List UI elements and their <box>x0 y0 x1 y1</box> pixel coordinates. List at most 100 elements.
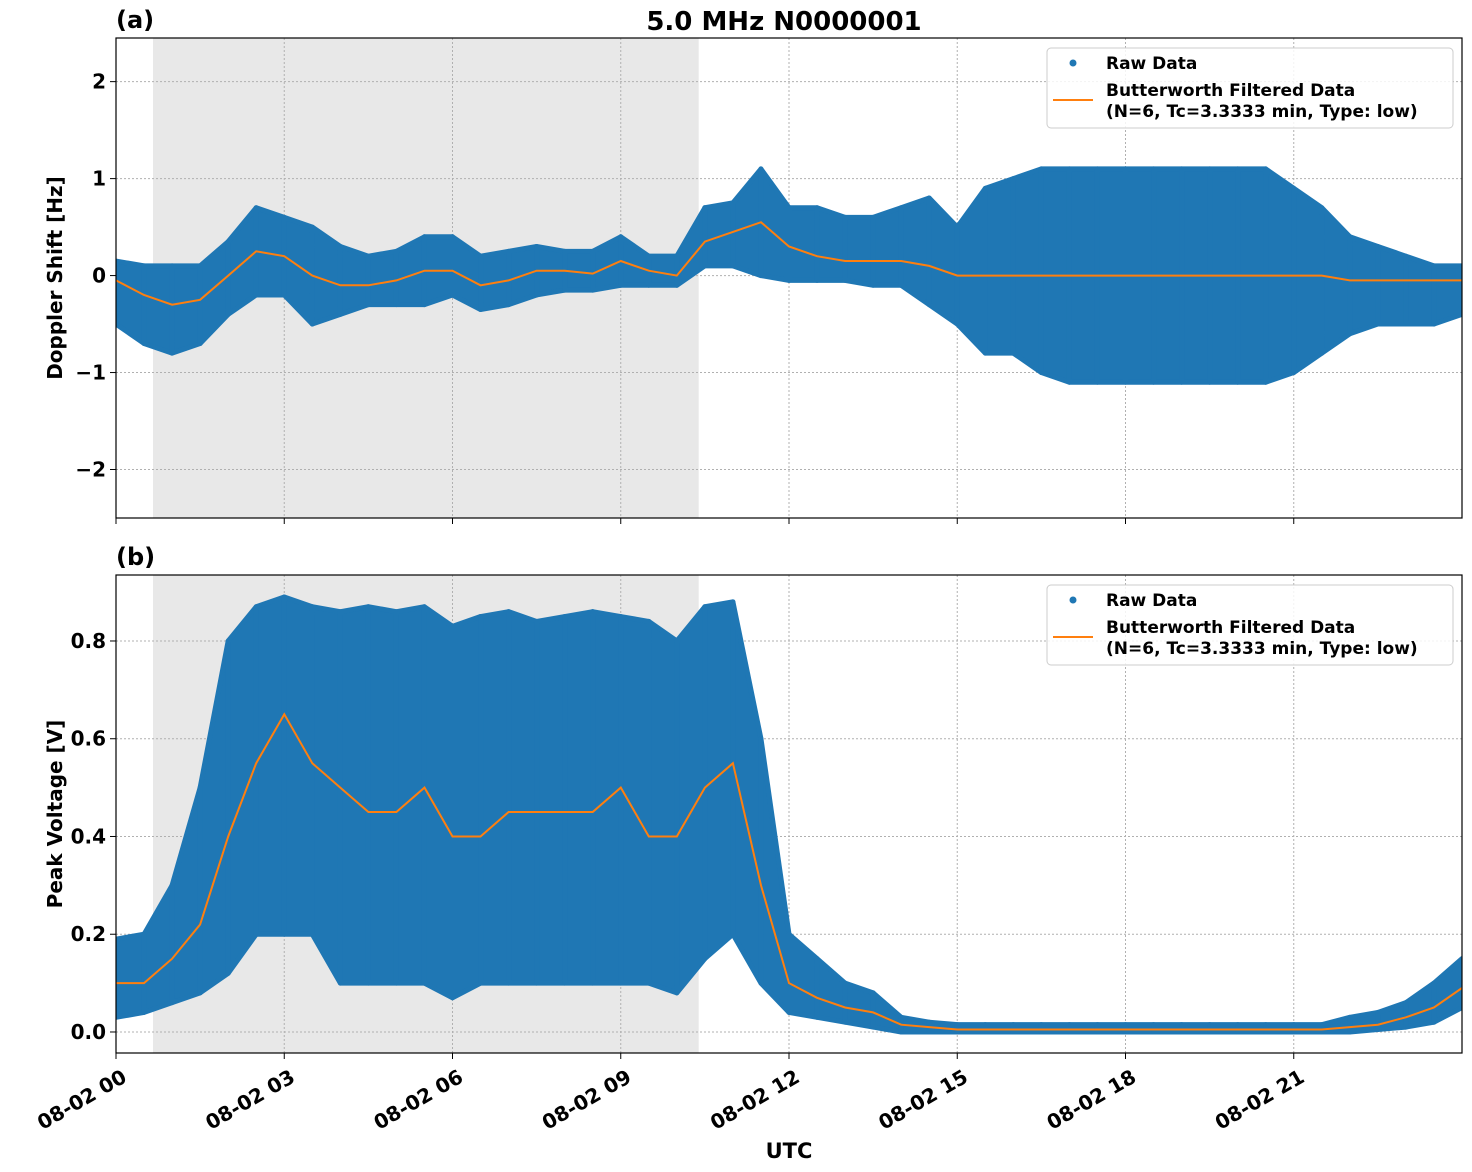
raw-data-bin <box>1010 166 1044 376</box>
raw-data-bin <box>1066 1022 1100 1035</box>
legend-label-raw: Raw Data <box>1106 591 1197 611</box>
raw-data-bin <box>421 604 455 1001</box>
raw-data-bin <box>870 990 904 1035</box>
raw-data-bin <box>337 243 371 317</box>
y-tick-label: 0.0 <box>71 1020 106 1044</box>
raw-data-bin <box>982 1022 1016 1035</box>
raw-data-bin <box>1347 234 1381 337</box>
y-tick-label: 1 <box>92 167 106 191</box>
legend-label-filtered-params: (N=6, Tc=3.3333 min, Type: low) <box>1106 102 1418 122</box>
legend: Raw Data Butterworth Filtered Data(N=6, T… <box>1046 584 1454 666</box>
raw-data-bin <box>309 224 343 327</box>
raw-data-bin <box>842 980 876 1030</box>
filtered-data-line <box>116 712 1462 1031</box>
raw-data-bin <box>982 176 1016 356</box>
raw-data-bin <box>1010 1022 1044 1035</box>
raw-data-bin <box>1151 1022 1185 1035</box>
x-tick-label: 08-02 12 <box>706 1064 804 1134</box>
raw-data-bin <box>1431 263 1462 327</box>
raw-data-bin <box>393 604 427 986</box>
x-tick-label: 08-02 18 <box>1042 1064 1140 1134</box>
y-tick-label: 2 <box>92 70 106 94</box>
x-tick-label: 08-02 21 <box>1211 1064 1309 1134</box>
raw-data-bin <box>702 599 736 962</box>
raw-data-bin <box>646 618 680 996</box>
raw-data-bin <box>116 258 147 346</box>
raw-data-bin <box>1403 253 1437 327</box>
raw-data-bin <box>253 594 287 937</box>
raw-data-bin <box>1431 956 1462 1025</box>
panel-b: 0.0 0.2 0.4 0.6 0.8 08-02 00 08-02 03 08-02 06 0… <box>33 543 1463 1135</box>
raw-data-bin <box>534 614 568 986</box>
raw-data-bin <box>1179 1022 1213 1035</box>
panel-label: (b) <box>116 543 155 571</box>
y-tick-label: −2 <box>75 458 106 482</box>
plot-area <box>116 38 1462 518</box>
x-tick-label: 08-02 00 <box>33 1064 131 1134</box>
raw-data-bin <box>365 248 399 308</box>
raw-data-bin <box>337 604 371 986</box>
raw-data-bin <box>506 609 540 986</box>
legend-label-filtered: Butterworth Filtered Data <box>1106 81 1355 101</box>
raw-data-bin <box>1375 1000 1409 1033</box>
y-tick-label: −1 <box>75 361 106 385</box>
raw-data-bin <box>1123 1022 1157 1035</box>
raw-data-bin <box>926 195 960 327</box>
y-axis-label: Doppler Shift [Hz] <box>43 176 67 380</box>
raw-data-bin <box>1291 185 1325 376</box>
raw-data-bin <box>1207 1022 1241 1035</box>
raw-data-bin <box>1375 243 1409 327</box>
raw-data-bin <box>1094 1022 1128 1035</box>
legend-label-raw: Raw Data <box>1106 54 1197 74</box>
raw-data-bin <box>141 263 175 356</box>
raw-data-bin <box>842 214 876 288</box>
filtered-data-line <box>116 221 1462 306</box>
raw-data-bin <box>450 614 484 1001</box>
legend-marker-raw <box>1069 59 1077 67</box>
legend-frame <box>1046 47 1454 129</box>
raw-data-bin <box>1291 1022 1325 1035</box>
raw-data-bin <box>309 604 343 986</box>
raw-data-bin <box>870 205 904 288</box>
raw-data-bin <box>674 604 708 996</box>
panel-label: (a) <box>116 6 154 34</box>
y-tick-label: 0.6 <box>71 727 106 751</box>
y-tick-label: 0.4 <box>71 824 106 848</box>
raw-data-bin <box>365 604 399 986</box>
raw-data-bin <box>814 205 848 283</box>
raw-data-bin <box>1403 980 1437 1030</box>
raw-data-bin <box>1347 1009 1381 1035</box>
y-tick-label: 0.8 <box>71 629 106 653</box>
raw-data-bin <box>786 205 820 283</box>
raw-data-bin <box>786 931 820 1020</box>
x-tick-label: 08-02 15 <box>874 1064 972 1134</box>
raw-data-bin <box>1235 1022 1269 1035</box>
chart-title: 5.0 MHz N0000001 <box>646 7 921 37</box>
raw-data-bin <box>393 234 427 308</box>
x-axis-label: UTC <box>766 1139 813 1163</box>
legend-label-filtered: Butterworth Filtered Data <box>1106 618 1355 638</box>
raw-data-bin <box>954 1022 988 1035</box>
raw-data-bin <box>1038 1022 1072 1035</box>
legend: Raw Data Butterworth Filtered Data(N=6, T… <box>1046 47 1454 129</box>
legend-frame <box>1046 584 1454 666</box>
raw-data-bin <box>225 604 259 976</box>
raw-data-bin <box>590 609 624 986</box>
y-tick-label: 0.2 <box>71 922 106 946</box>
raw-data-bin <box>814 956 848 1025</box>
raw-data-bin <box>1263 1022 1297 1035</box>
y-tick-label: 0 <box>92 264 106 288</box>
legend-marker-raw <box>1069 596 1077 604</box>
raw-data-bin <box>281 594 315 937</box>
raw-data-bin <box>954 185 988 356</box>
raw-data-bin <box>730 166 764 279</box>
raw-data-bin <box>116 931 147 1020</box>
x-tick-label: 08-02 09 <box>538 1064 636 1134</box>
raw-data-bin <box>730 599 764 986</box>
y-axis-label: Peak Voltage [V] <box>43 720 67 909</box>
x-tick-label: 08-02 03 <box>201 1064 299 1134</box>
x-tick-label: 08-02 06 <box>369 1064 467 1134</box>
plot-area <box>116 575 1462 1053</box>
legend-label-filtered-params: (N=6, Tc=3.3333 min, Type: low) <box>1106 639 1418 659</box>
